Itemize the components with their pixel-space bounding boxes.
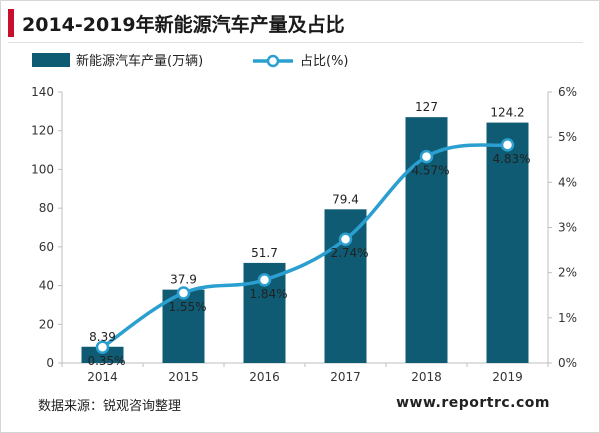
share-value-label: 2.74% (330, 246, 368, 260)
bar-value-label: 127 (415, 100, 438, 114)
bar-value-label: 8.39 (89, 330, 116, 344)
y-right-tick-label: 6% (558, 85, 577, 99)
bar-value-label: 79.4 (332, 192, 359, 206)
share-point (500, 138, 515, 152)
y-left-tick-label: 120 (31, 124, 54, 138)
y-left-tick-label: 20 (39, 317, 54, 331)
y-right-tick-label: 0% (558, 356, 577, 370)
bar-value-label: 37.9 (170, 273, 197, 287)
y-left-tick-label: 0 (46, 356, 54, 370)
share-point (95, 340, 110, 354)
share-value-label: 1.84% (249, 287, 287, 301)
bar-value-label: 51.7 (251, 246, 278, 260)
y-left-tick-label: 140 (31, 85, 54, 99)
x-tick-label: 2019 (492, 370, 523, 384)
source-note: 数据来源：锐观咨询整理 (38, 399, 182, 414)
website-label: www.reportrc.com (396, 395, 550, 411)
bar-value-label: 124.2 (490, 106, 524, 120)
y-right-tick-label: 3% (558, 221, 577, 235)
share-point (419, 149, 434, 164)
share-point (176, 286, 191, 300)
legend-bar-label: 新能源汽车产量(万辆) (76, 53, 203, 69)
x-tick-label: 2017 (330, 370, 361, 384)
chart-title: 2014-2019年新能源汽车产量及占比 (22, 13, 345, 36)
x-tick-label: 2015 (168, 370, 199, 384)
bar (486, 122, 529, 363)
title-bar: 2014-2019年新能源汽车产量及占比 (8, 8, 568, 38)
y-right-tick-label: 5% (558, 130, 577, 144)
y-left-tick-label: 80 (39, 201, 54, 215)
share-point (257, 273, 272, 287)
title-divider (8, 42, 583, 43)
bar (324, 209, 367, 363)
y-left-tick-label: 60 (39, 240, 54, 254)
y-left-tick-label: 40 (39, 279, 54, 293)
share-line (101, 143, 508, 349)
legend-line-label: 占比(%) (300, 54, 349, 69)
share-value-label: 4.57% (411, 164, 449, 178)
share-point (338, 232, 353, 246)
title-accent-bar (8, 9, 14, 37)
y-right-tick-label: 2% (558, 266, 577, 280)
legend-bar-swatch (32, 53, 70, 67)
share-value-label: 1.55% (168, 300, 206, 314)
x-tick-label: 2014 (87, 370, 118, 384)
bar (81, 346, 124, 363)
y-right-tick-label: 4% (558, 175, 577, 189)
y-left-tick-label: 100 (31, 162, 54, 176)
x-tick-label: 2018 (411, 370, 442, 384)
x-tick-label: 2016 (249, 370, 280, 384)
legend-line-marker (266, 54, 280, 68)
share-value-label: 4.83% (492, 152, 530, 166)
share-value-label: 0.35% (87, 354, 125, 368)
y-right-tick-label: 1% (558, 311, 577, 325)
